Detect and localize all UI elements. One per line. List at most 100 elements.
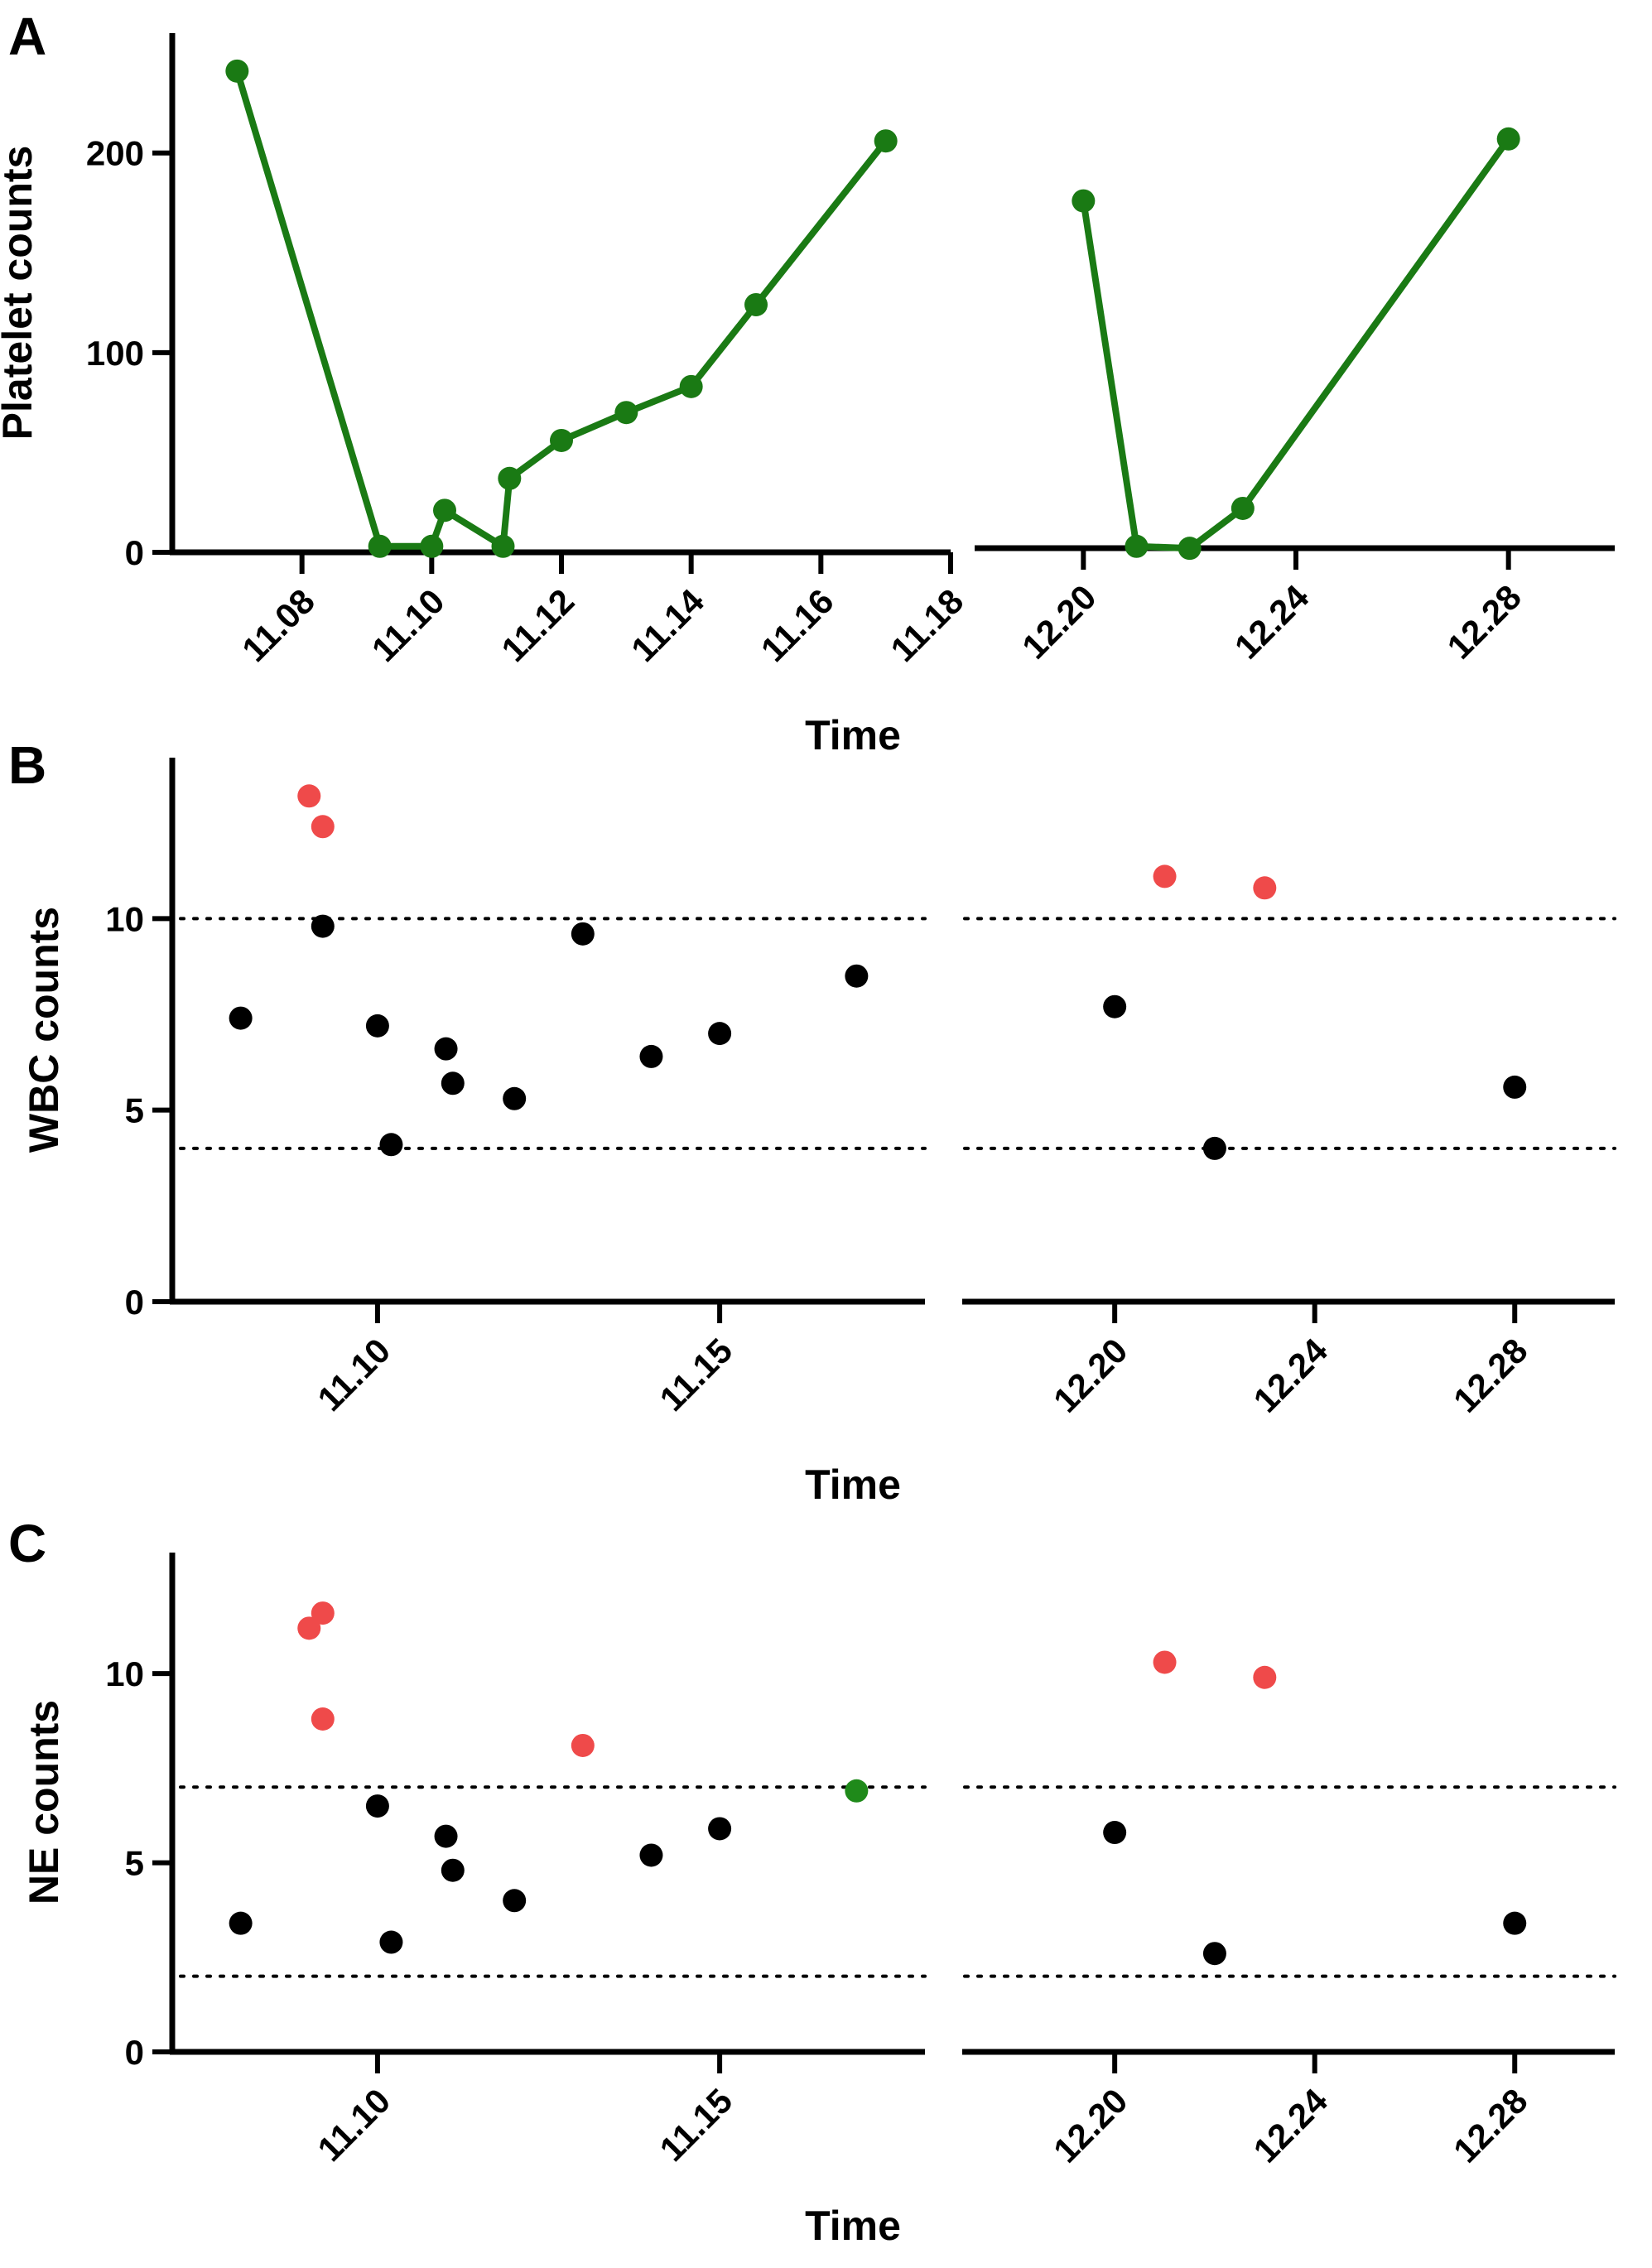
data-point-black [379,1133,403,1157]
data-point-black [639,1044,663,1068]
data-point-black [1202,1136,1226,1160]
data-point [1496,127,1520,151]
panel-letter: A [8,7,46,66]
data-point-black [229,1911,253,1935]
data-point [1125,534,1149,558]
y-axis-title: NE counts [21,1700,67,1904]
x-tick-label: 11.16 [754,581,841,669]
y-tick-label: 5 [125,1844,144,1883]
data-point [550,428,573,452]
x-tick-label: 12.24 [1245,2081,1335,2170]
data-point [744,292,768,316]
data-point [498,466,522,490]
x-axis-title: Time [805,1461,901,1508]
x-axis-title: Time [805,2203,901,2249]
y-tick-label: 10 [105,899,144,938]
data-point [1231,496,1255,520]
segment-2: 12.20 12.24 12.28 [975,127,1615,667]
data-point-red [311,1601,335,1625]
data-point-red [571,1733,595,1757]
y-tick-label: 10 [105,1654,144,1693]
data-point-red [311,1707,335,1731]
data-point-black [708,1817,732,1841]
data-point-red [311,815,335,839]
x-tick-label: 12.20 [1046,2081,1135,2170]
data-point-black [1503,1075,1527,1099]
data-point-black [434,1824,458,1848]
x-tick-label: 11.18 [883,581,970,669]
data-point-black [441,1071,465,1095]
data-point [679,374,703,398]
y-axis-title: WBC counts [21,907,67,1153]
panel-letter: C [8,1514,46,1573]
data-point [433,498,456,522]
x-tick-label: 12.28 [1446,1331,1535,1420]
y-tick-label: 200 [86,134,144,173]
y-tick-label: 0 [125,533,144,572]
data-point-red [1153,864,1177,888]
data-point [1178,537,1202,561]
data-point [368,534,392,558]
segment-1: 11.08 11.10 11.12 11.14 11.16 11.18 [170,59,970,669]
data-point [491,534,515,558]
x-tick-label: 12.28 [1439,577,1529,667]
data-point [874,129,898,153]
data-point-black [1103,1821,1127,1845]
x-tick-label: 12.20 [1046,1331,1135,1420]
x-tick-label: 11.10 [310,1331,397,1418]
data-point-red [1253,876,1277,900]
data-point [420,534,444,558]
x-tick-label: 11.12 [494,581,581,669]
data-point-black [1202,1942,1226,1966]
y-tick-label: 100 [86,334,144,373]
data-point-black [434,1037,458,1061]
data-point-black [1503,1911,1527,1935]
series-line [234,70,889,550]
x-tick-label: 12.24 [1227,577,1317,667]
data-point-black [639,1843,663,1867]
segment-1: 11.10 11.15 [170,784,927,1418]
x-tick-label: 11.08 [234,581,322,669]
data-point [614,401,638,425]
segment-2: 12.20 12.24 12.28 [962,1650,1616,2170]
data-point-red [297,784,321,808]
data-point-green [845,1779,869,1803]
data-point-red [1153,1650,1177,1674]
panel-letter: B [8,735,46,795]
x-tick-label: 11.15 [653,1331,740,1418]
x-tick-label: 11.10 [310,2081,397,2169]
segment-2: 12.20 12.24 12.28 [962,864,1616,1420]
x-tick-label: 12.28 [1446,2081,1535,2170]
x-tick-label: 11.10 [364,581,452,669]
x-tick-label: 12.24 [1245,1331,1335,1420]
data-point-red [1253,1665,1277,1689]
data-point-black [708,1022,732,1046]
data-point-black [441,1858,465,1882]
data-point-black [379,1930,403,1954]
data-point-black [311,914,335,938]
x-tick-label: 11.15 [653,2081,740,2169]
x-axis-title: Time [805,712,901,758]
data-point-black [503,1889,527,1913]
data-point-black [503,1086,527,1110]
y-axis-title: Platelet counts [0,146,41,441]
data-point [225,59,249,83]
data-point [1072,189,1096,213]
data-point-red [297,1616,321,1640]
data-point-black [365,1794,389,1818]
x-tick-label: 12.20 [1014,577,1104,667]
y-tick-label: 0 [125,1283,144,1322]
y-tick-label: 0 [125,2033,144,2072]
y-tick-label: 5 [125,1091,144,1130]
data-point-black [1103,994,1127,1018]
data-point-black [845,964,869,988]
data-point-black [365,1014,389,1038]
series-line [1080,137,1511,552]
data-point-black [571,922,595,946]
data-point-black [229,1006,253,1030]
x-tick-label: 11.14 [624,581,711,669]
